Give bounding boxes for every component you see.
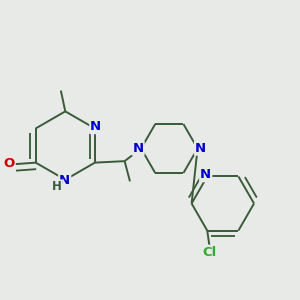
Text: N: N [59,174,70,187]
Text: H: H [52,180,62,194]
Text: N: N [195,142,206,155]
Text: N: N [133,142,144,155]
Text: N: N [200,168,211,181]
Text: O: O [3,157,15,170]
Text: N: N [90,120,101,133]
Text: Cl: Cl [203,246,217,259]
